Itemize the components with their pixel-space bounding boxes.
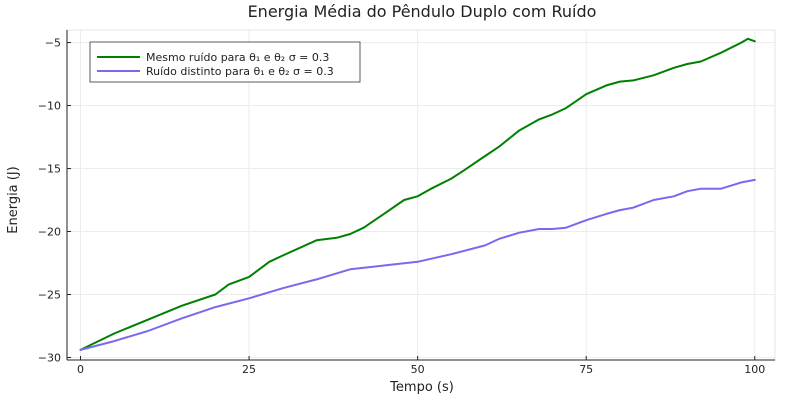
y-axis-label: Energia (J) xyxy=(6,166,21,234)
y-tick-label: −25 xyxy=(38,289,61,302)
x-tick-label: 25 xyxy=(242,363,256,376)
y-tick-label: −30 xyxy=(38,351,61,364)
chart-title: Energia Média do Pêndulo Duplo com Ruído xyxy=(248,2,597,21)
y-axis-ticks: −30 −25 −20 −15 −10 −5 xyxy=(38,37,71,364)
legend-box xyxy=(89,41,361,83)
y-tick-label: −10 xyxy=(38,100,61,113)
x-tick-label: 0 xyxy=(77,363,84,376)
x-tick-label: 100 xyxy=(744,363,765,376)
legend-label-series-2: Ruído distinto para θ₁ e θ₂ σ = 0.3 xyxy=(146,65,334,78)
series-layer xyxy=(79,37,756,351)
series-line-1 xyxy=(79,37,756,351)
y-tick-label: −20 xyxy=(38,226,61,239)
x-axis-label: Tempo (s) xyxy=(389,380,454,395)
legend-label-series-1: Mesmo ruído para θ₁ e θ₂ σ = 0.3 xyxy=(146,51,329,64)
y-tick-label: −15 xyxy=(38,163,61,176)
legend: Mesmo ruído para θ₁ e θ₂ σ = 0.3 Ruído d… xyxy=(89,41,361,83)
x-tick-label: 50 xyxy=(411,363,425,376)
x-tick-label: 75 xyxy=(579,363,593,376)
x-axis-ticks: 0 25 50 75 100 xyxy=(77,356,765,376)
series-line-2 xyxy=(79,178,756,351)
y-tick-label: −5 xyxy=(45,37,61,50)
